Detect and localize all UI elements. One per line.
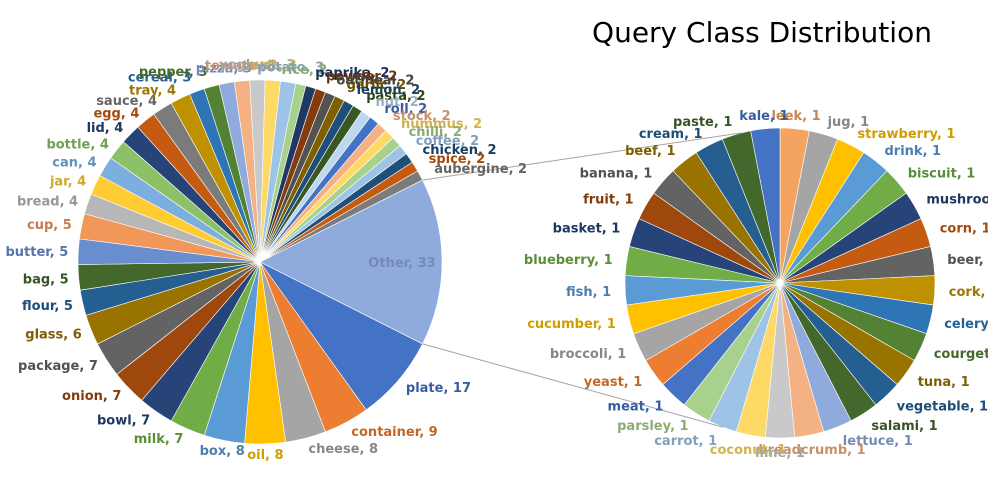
sec-slice-kale — [750, 127, 781, 284]
sec-label-beer: beer, 1 — [947, 253, 988, 268]
sec-label-fish: fish, 1 — [566, 285, 611, 300]
sec-label-kale: kale, 1 — [739, 109, 788, 124]
sec-label-lettuce: lettuce, 1 — [843, 434, 913, 449]
label-coffee: coffee, 2 — [416, 134, 479, 149]
label-lemon: lemon, 2 — [357, 83, 421, 98]
label-tray: tray, 4 — [129, 83, 176, 98]
sec-label-beef: beef, 1 — [625, 144, 675, 159]
sec-label-jug: jug, 1 — [827, 115, 870, 130]
sec-label-fruit: fruit, 1 — [583, 193, 634, 208]
label-package: package, 7 — [18, 359, 98, 374]
sec-label-salami: salami, 1 — [871, 419, 937, 434]
label-chilli: chilli, 2 — [409, 125, 462, 140]
label-milk: milk, 7 — [134, 432, 184, 447]
connector-bottom — [422, 343, 724, 428]
label-container: container, 9 — [351, 425, 437, 440]
sec-label-meat: meat, 1 — [608, 399, 664, 414]
slice-labels: Other, 33 plate, 17 container, 9 cheese, 8 o… — [5, 58, 988, 463]
label-box: box, 8 — [200, 444, 245, 459]
sec-label-corn: corn, 1 — [940, 222, 988, 237]
label-nut: nut, 2 — [376, 95, 419, 110]
label-aubergine: aubergine, 2 — [434, 162, 527, 177]
label-chicken: chicken, 2 — [423, 143, 497, 158]
label-oatmeal: oatmeal, 2 — [336, 73, 414, 88]
sec-label-blueberry: blueberry, 1 — [524, 253, 613, 268]
label-bread: bread, 4 — [17, 195, 78, 210]
sec-label-cucumber: cucumber, 1 — [527, 317, 616, 332]
label-salt: salt, 3 — [251, 59, 297, 74]
label-jar: jar, 4 — [49, 174, 86, 189]
label-pasta: pasta, 2 — [366, 89, 425, 104]
label-roll: roll, 2 — [384, 102, 427, 117]
sec-label-strawberry: strawberry, 1 — [857, 127, 955, 142]
label-stock: stock, 2 — [393, 109, 451, 124]
label-flour: flour, 5 — [22, 299, 73, 314]
label-bottle: bottle, 4 — [46, 138, 108, 153]
label-egg: egg, 4 — [93, 107, 139, 122]
label-sauce: sauce, 4 — [96, 94, 157, 109]
sec-label-coconut: coconut, 1 — [710, 443, 787, 458]
connector-top — [422, 132, 742, 181]
label-glass: glass, 6 — [25, 328, 82, 343]
label-butter: butter, 5 — [5, 245, 68, 260]
sec-label-leek: leek, 1 — [771, 109, 820, 124]
secondary-pie — [624, 127, 936, 439]
label-garlic: garlic, 2 — [347, 78, 407, 93]
label-lid: lid, 4 — [87, 121, 124, 136]
label-pizza: pizza, 3 — [196, 61, 252, 76]
sec-label-breadcrumb: breadcrumb, 1 — [758, 443, 865, 458]
label-tomato: tomato, 3 — [205, 59, 276, 74]
label-paprika: paprika, 2 — [315, 66, 389, 81]
label-hummus: hummus, 2 — [401, 117, 482, 132]
sec-label-paste: paste, 1 — [673, 115, 732, 130]
label-yoghurt: yoghurt, 3 — [219, 58, 295, 73]
label-spice: spice, 2 — [429, 152, 486, 167]
sec-label-parsley: parsley, 1 — [617, 419, 688, 434]
connector-lines — [422, 132, 742, 428]
label-onion: onion, 7 — [62, 389, 121, 404]
label-plate: plate, 17 — [406, 381, 471, 396]
sec-label-biscuit: biscuit, 1 — [908, 166, 976, 181]
label-cheese: cheese, 8 — [308, 442, 378, 457]
label-other: Other, 33 — [368, 256, 435, 271]
sec-label-courgette: courgette, 1 — [934, 347, 988, 362]
slice-other — [259, 179, 443, 345]
sec-label-basket: basket, 1 — [553, 222, 621, 237]
label-can: can, 4 — [52, 155, 96, 170]
label-bowl: bowl, 7 — [97, 414, 150, 429]
sec-label-cork: cork, 1 — [949, 285, 988, 300]
label-bag: bag, 5 — [23, 272, 69, 287]
label-pepper: pepper, 3 — [139, 65, 208, 80]
sec-label-celery: celery, 1 — [944, 317, 988, 332]
label-cereal: cereal, 3 — [128, 70, 192, 85]
sec-label-lime: lime, 1 — [755, 446, 805, 461]
sec-label-tuna: tuna, 1 — [918, 375, 970, 390]
label-cup: cup, 5 — [27, 218, 72, 233]
label-rice: rice, 2 — [281, 63, 327, 78]
sec-label-banana: banana, 1 — [580, 166, 653, 181]
label-oil: oil, 8 — [247, 448, 283, 463]
sec-label-mushroom: mushroom, 1 — [926, 193, 988, 208]
sec-label-cream: cream, 1 — [639, 127, 703, 142]
label-powder: powder, 2 — [326, 69, 397, 84]
sec-label-yeast: yeast, 1 — [584, 375, 643, 390]
sec-label-drink: drink, 1 — [885, 144, 942, 159]
label-potato: potato, 3 — [257, 60, 324, 75]
chart-title: Query Class Distribution — [592, 16, 932, 49]
sec-label-vegetable: vegetable, 1 — [897, 399, 988, 414]
sec-label-broccoli: broccoli, 1 — [550, 347, 626, 362]
main-pie — [77, 79, 443, 445]
sec-label-carrot: carrot, 1 — [654, 434, 717, 449]
